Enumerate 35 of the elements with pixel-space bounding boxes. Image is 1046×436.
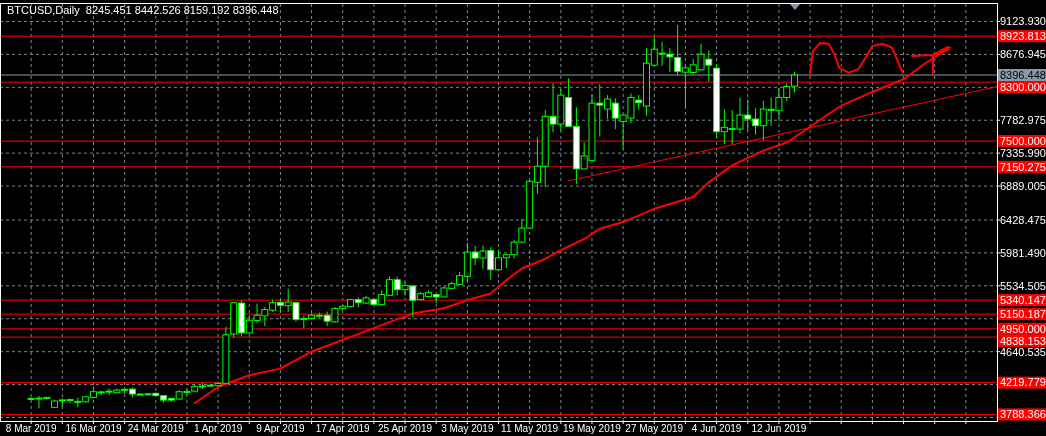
ref-line-label: 4219.779 xyxy=(1000,376,1046,389)
y-tick-label: 6428.475 xyxy=(1000,213,1046,226)
x-tick-label: 16 Mar 2019 xyxy=(65,423,122,434)
ref-line-label: 5340.147 xyxy=(1000,293,1046,306)
x-tick-label: 27 May 2019 xyxy=(625,423,684,434)
x-tick-label: 25 Apr 2019 xyxy=(378,423,433,434)
y-tick-label: 5981.490 xyxy=(1000,246,1046,259)
y-tick-label: 4640.535 xyxy=(1000,345,1046,358)
ref-line-label: 5150.187 xyxy=(1000,307,1046,320)
line-series xyxy=(809,42,904,76)
x-tick-label: 1 Apr 2019 xyxy=(193,423,243,434)
ref-line-label: 7500.000 xyxy=(1000,134,1046,147)
x-tick-label: 17 Apr 2019 xyxy=(315,423,371,434)
y-tick-label: 5534.505 xyxy=(1000,279,1046,292)
ref-line-label: 8300.000 xyxy=(1000,80,1046,93)
x-tick-label: 24 Mar 2019 xyxy=(127,423,185,434)
y-tick-label: 7782.975 xyxy=(1000,114,1046,127)
y-tick-label: 6889.005 xyxy=(1000,179,1046,192)
ref-line-label: 7150.275 xyxy=(1000,160,1046,173)
y-tick-label: 7335.990 xyxy=(1000,146,1046,159)
x-tick-label: 11 May 2019 xyxy=(501,423,559,434)
x-tick-label: 4 Jun 2019 xyxy=(691,423,742,434)
y-tick-label: 9123.930 xyxy=(1000,15,1046,28)
x-tick-label: 19 May 2019 xyxy=(563,423,622,434)
x-tick-label: 12 Jun 2019 xyxy=(751,423,807,434)
ref-line-label: 4838.153 xyxy=(1000,334,1046,347)
ref-line-label: 3788.366 xyxy=(1000,408,1046,421)
ref-line-label: 8923.813 xyxy=(1000,30,1046,43)
chart-title: BTCUSD,Daily 8245.451 8442.526 8159.192 8396.448 xyxy=(7,4,279,16)
x-tick-label: 3 May 2019 xyxy=(441,423,494,434)
y-tick-label: 8676.945 xyxy=(1000,48,1046,61)
ref-line-label: 8396.448 xyxy=(1000,68,1046,81)
ref-line-label: 4950.000 xyxy=(1000,322,1046,335)
x-tick-label: 9 Apr 2019 xyxy=(256,423,306,434)
x-tick-label: 8 Mar 2019 xyxy=(5,423,57,434)
